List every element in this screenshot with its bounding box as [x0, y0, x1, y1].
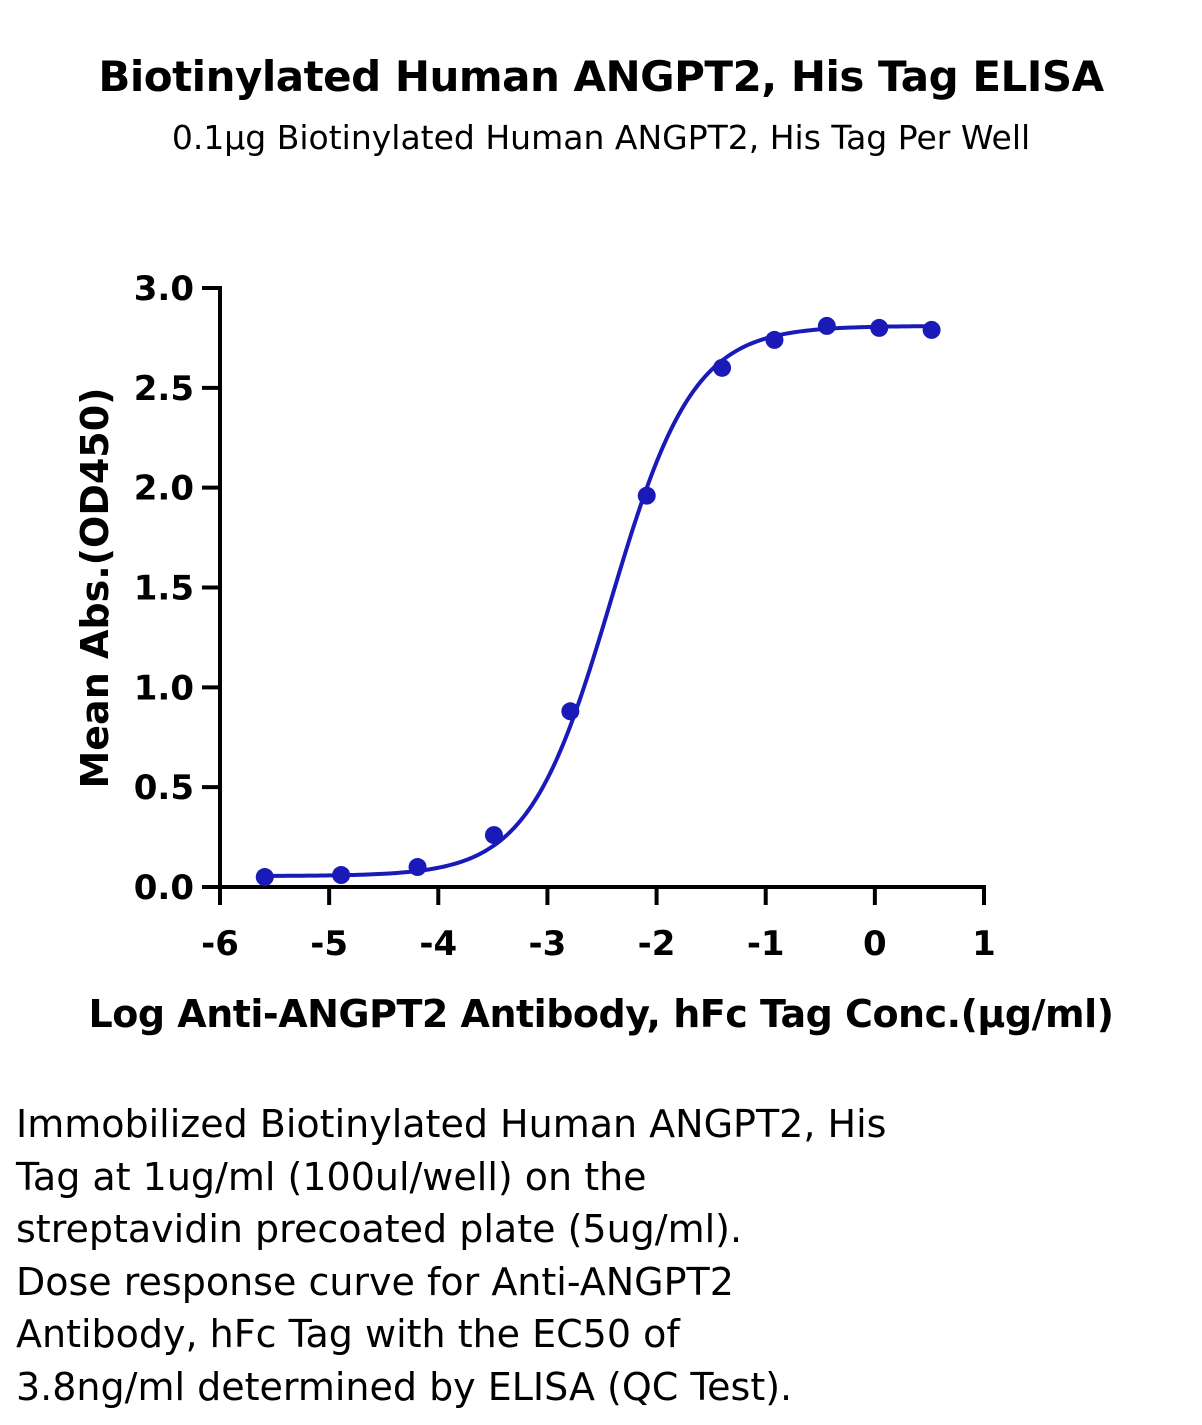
y-tick-label: 3.0	[134, 269, 194, 309]
data-point	[817, 316, 836, 335]
chart-title: Biotinylated Human ANGPT2, His Tag ELISA	[98, 52, 1104, 101]
y-tick-label: 2.5	[134, 369, 194, 409]
x-tick-label: -1	[747, 924, 785, 964]
data-point	[870, 318, 889, 337]
y-tick-label: 2.0	[134, 469, 194, 509]
x-axis-label: Log Anti-ANGPT2 Antibody, hFc Tag Conc.(…	[88, 992, 1114, 1036]
fit-curve	[264, 324, 932, 878]
data-point	[484, 826, 503, 845]
x-tick-label: -2	[638, 924, 676, 964]
caption-line: Tag at 1ug/ml (100ul/well) on the	[16, 1154, 647, 1199]
caption-line: streptavidin precoated plate (5ug/ml).	[16, 1207, 743, 1251]
data-point	[332, 866, 351, 885]
y-tick-label: 0.5	[134, 768, 194, 808]
caption-line: Antibody, hFc Tag with the EC50 of	[16, 1312, 680, 1356]
data-point	[713, 358, 732, 377]
x-tick-label: 0	[863, 924, 887, 964]
data-points-layer	[255, 316, 941, 887]
data-point	[408, 858, 427, 877]
data-point	[922, 320, 941, 339]
x-tick-label: -5	[310, 924, 348, 964]
chart-subtitle: 0.1µg Biotinylated Human ANGPT2, His Tag…	[171, 118, 1031, 157]
x-tick-label: 1	[972, 924, 996, 964]
x-tick-label: -4	[419, 924, 457, 964]
caption-line: Dose response curve for Anti-ANGPT2	[16, 1259, 734, 1304]
x-tick-label: -3	[529, 924, 567, 964]
y-tick-label: 1.0	[134, 668, 194, 708]
y-axis-label: Mean Abs.(OD450)	[73, 387, 117, 788]
fit-curve-layer	[264, 324, 932, 878]
caption-line: 3.8ng/ml determined by ELISA (QC Test).	[16, 1364, 793, 1409]
data-point	[255, 868, 274, 887]
chart-plot: 0.0 0.5 1.0 1.5 2.0 2.5 3.0 -6 -5 -4 -3 -2 -1 0 1 Mean…	[73, 269, 996, 964]
caption: Immobilized Biotinylated Human ANGPT2, H…	[16, 1098, 1036, 1413]
caption-line: Immobilized Biotinylated Human ANGPT2, H…	[16, 1102, 887, 1146]
y-tick-label: 1.5	[134, 569, 194, 609]
data-point	[561, 702, 580, 721]
data-point	[637, 486, 656, 505]
data-point	[765, 330, 784, 349]
y-tick-label: 0.0	[134, 868, 194, 908]
x-tick-label: -6	[201, 924, 239, 964]
axes: 0.0 0.5 1.0 1.5 2.0 2.5 3.0 -6 -5 -4 -3 -2 -1 0 1	[134, 269, 996, 964]
